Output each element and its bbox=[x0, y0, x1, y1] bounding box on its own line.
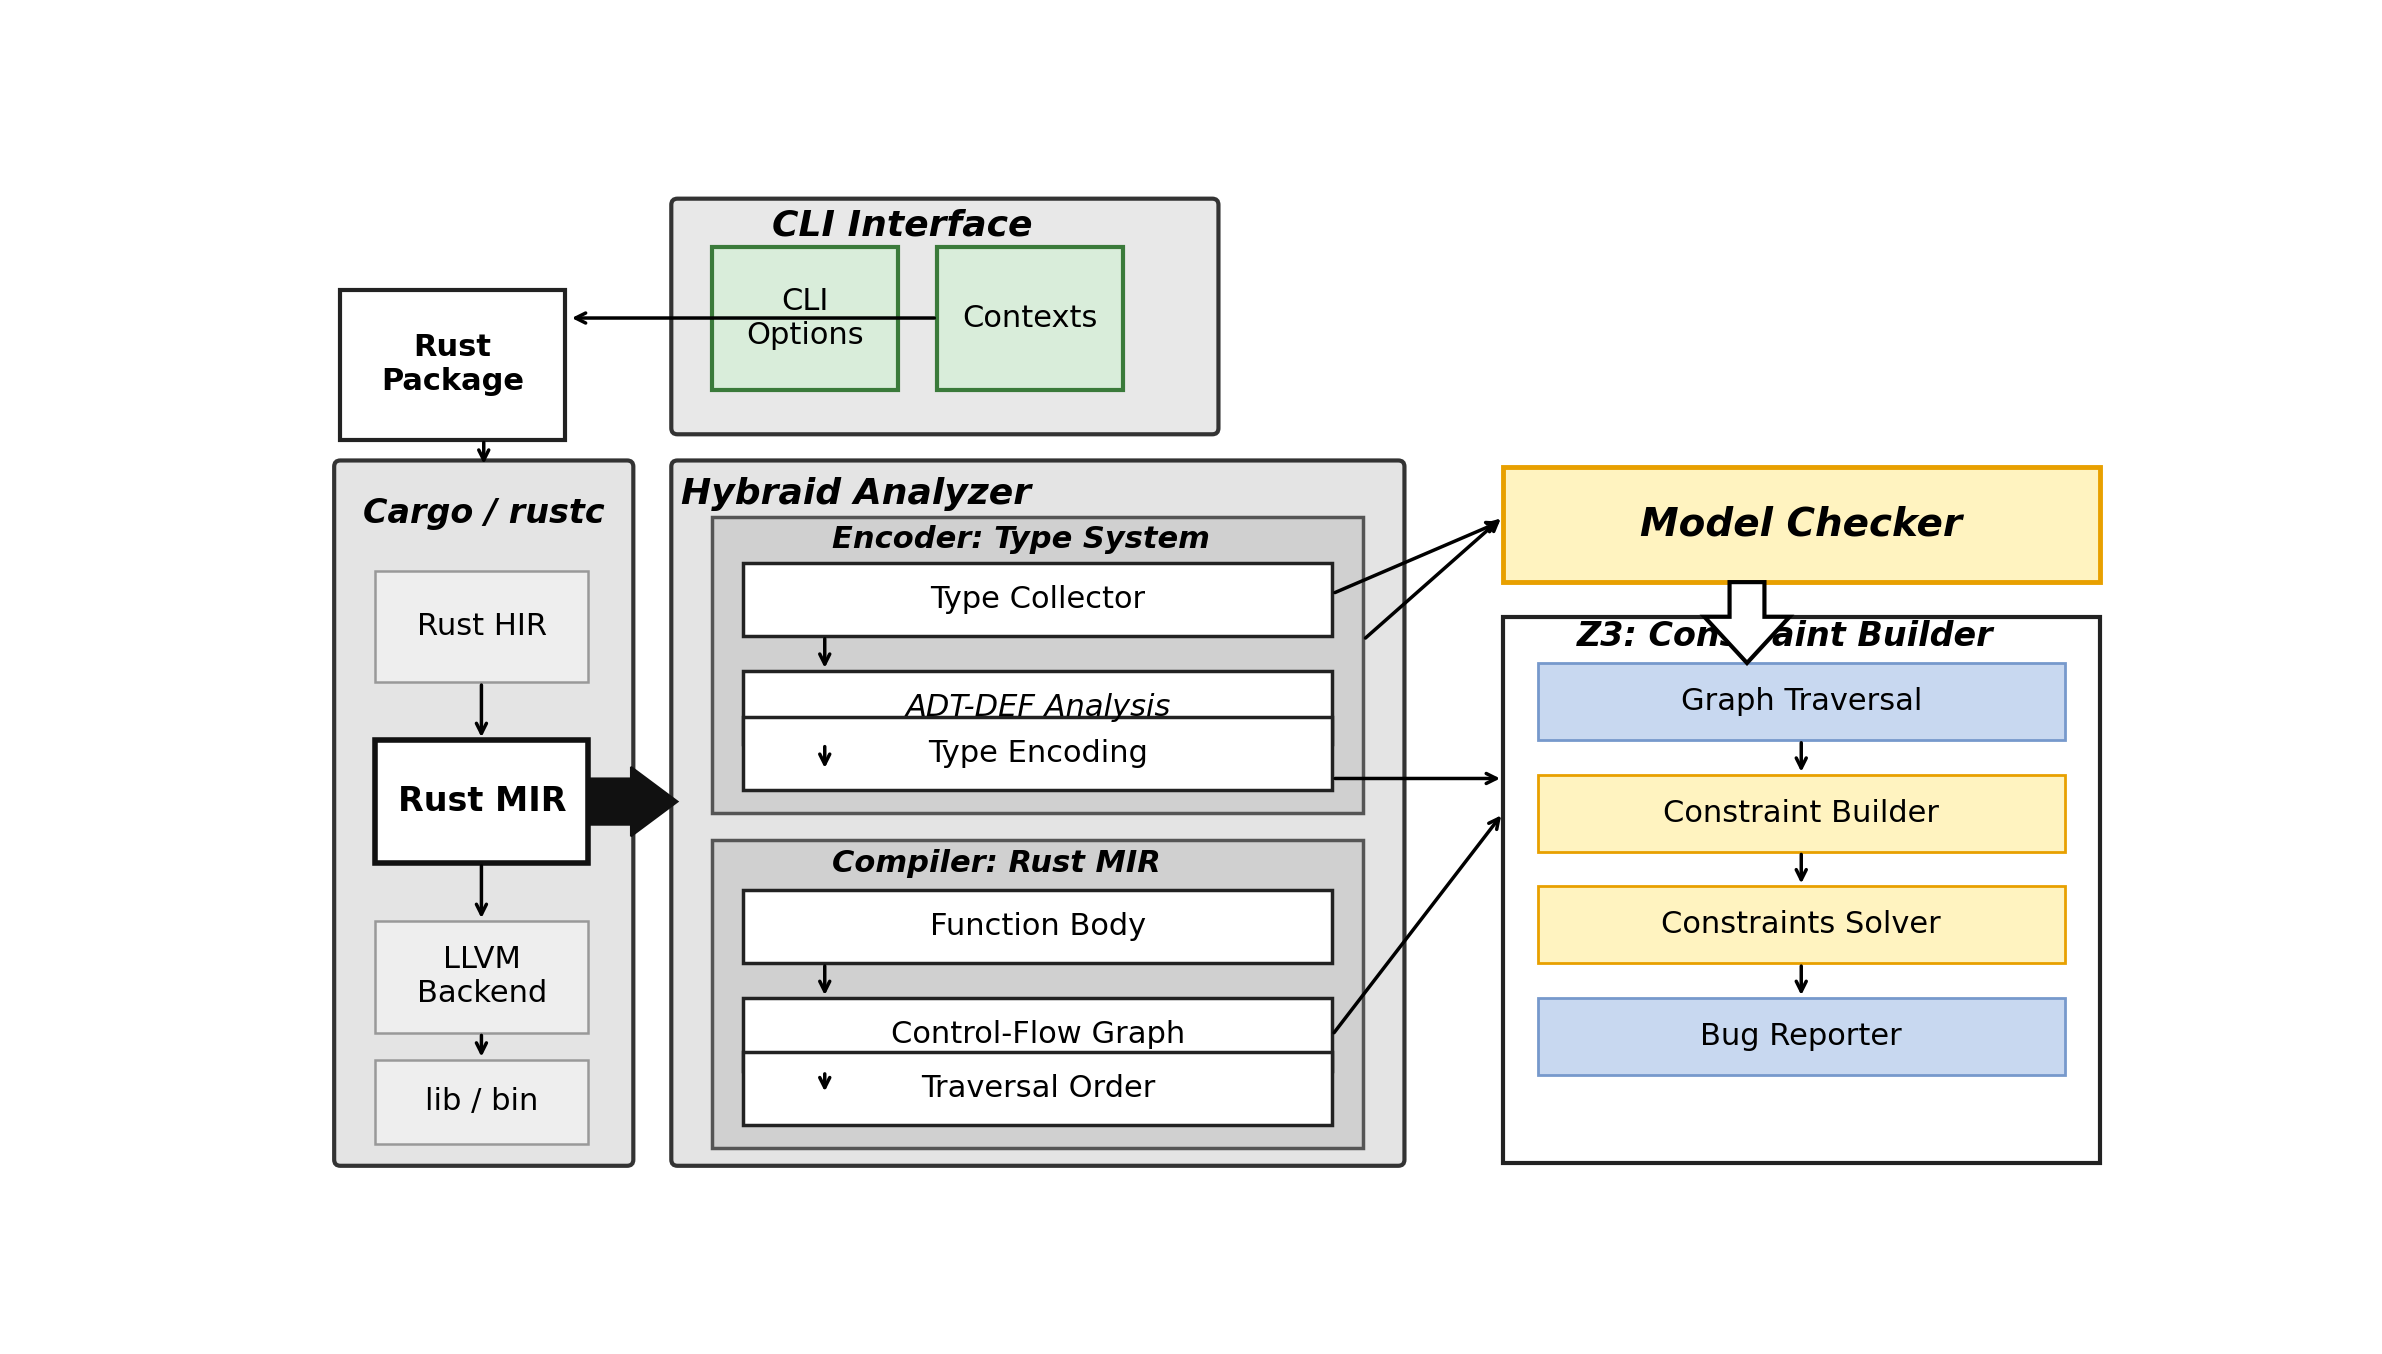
Text: Compiler: Rust MIR: Compiler: Rust MIR bbox=[831, 849, 1162, 877]
FancyBboxPatch shape bbox=[672, 199, 1220, 435]
FancyBboxPatch shape bbox=[672, 460, 1405, 1166]
Text: Type Encoding: Type Encoding bbox=[929, 739, 1148, 768]
Bar bbox=[1539, 663, 2065, 741]
Text: Encoder: Type System: Encoder: Type System bbox=[831, 525, 1210, 554]
FancyBboxPatch shape bbox=[333, 460, 634, 1166]
Text: Contexts: Contexts bbox=[962, 303, 1098, 333]
Text: ADT-DEF Analysis: ADT-DEF Analysis bbox=[905, 693, 1170, 722]
Text: Graph Traversal: Graph Traversal bbox=[1682, 686, 1922, 716]
Text: Rust HIR: Rust HIR bbox=[417, 612, 548, 640]
Polygon shape bbox=[1706, 582, 1789, 663]
Text: Hybraid Analyzer: Hybraid Analyzer bbox=[681, 477, 1031, 510]
Text: Model Checker: Model Checker bbox=[1641, 505, 1963, 543]
Text: Function Body: Function Body bbox=[929, 913, 1146, 941]
Bar bbox=[1539, 774, 2065, 852]
Text: lib / bin: lib / bin bbox=[424, 1087, 538, 1117]
Bar bbox=[712, 248, 898, 390]
Bar bbox=[1503, 617, 2099, 1163]
Bar bbox=[936, 248, 1124, 390]
Bar bbox=[1539, 887, 2065, 963]
Bar bbox=[712, 517, 1363, 814]
Text: Traversal Order: Traversal Order bbox=[922, 1074, 1155, 1104]
Bar bbox=[743, 998, 1332, 1071]
Bar bbox=[376, 921, 588, 1033]
Bar bbox=[376, 741, 588, 864]
Text: Constraint Builder: Constraint Builder bbox=[1663, 799, 1939, 827]
Text: Z3: Constraint Builder: Z3: Constraint Builder bbox=[1577, 620, 1994, 653]
Bar bbox=[743, 1052, 1332, 1125]
Text: Rust MIR: Rust MIR bbox=[398, 785, 567, 818]
Text: Type Collector: Type Collector bbox=[931, 585, 1146, 613]
Text: Bug Reporter: Bug Reporter bbox=[1701, 1022, 1903, 1051]
Text: Rust
Package: Rust Package bbox=[381, 333, 524, 395]
Bar bbox=[1503, 467, 2099, 582]
Bar bbox=[376, 570, 588, 682]
Bar bbox=[376, 1060, 588, 1144]
Polygon shape bbox=[588, 766, 676, 837]
Bar bbox=[712, 839, 1363, 1148]
Text: Control-Flow Graph: Control-Flow Graph bbox=[891, 1020, 1184, 1049]
Bar bbox=[1539, 998, 2065, 1075]
Text: LLVM
Backend: LLVM Backend bbox=[417, 945, 548, 1009]
Bar bbox=[341, 290, 565, 440]
Bar bbox=[743, 890, 1332, 963]
Bar bbox=[743, 563, 1332, 636]
Text: Cargo / rustc: Cargo / rustc bbox=[362, 497, 605, 531]
Bar bbox=[743, 670, 1332, 743]
Text: Constraints Solver: Constraints Solver bbox=[1660, 910, 1941, 940]
Text: CLI Interface: CLI Interface bbox=[772, 209, 1031, 242]
Bar bbox=[743, 716, 1332, 789]
Text: CLI
Options: CLI Options bbox=[746, 287, 865, 349]
